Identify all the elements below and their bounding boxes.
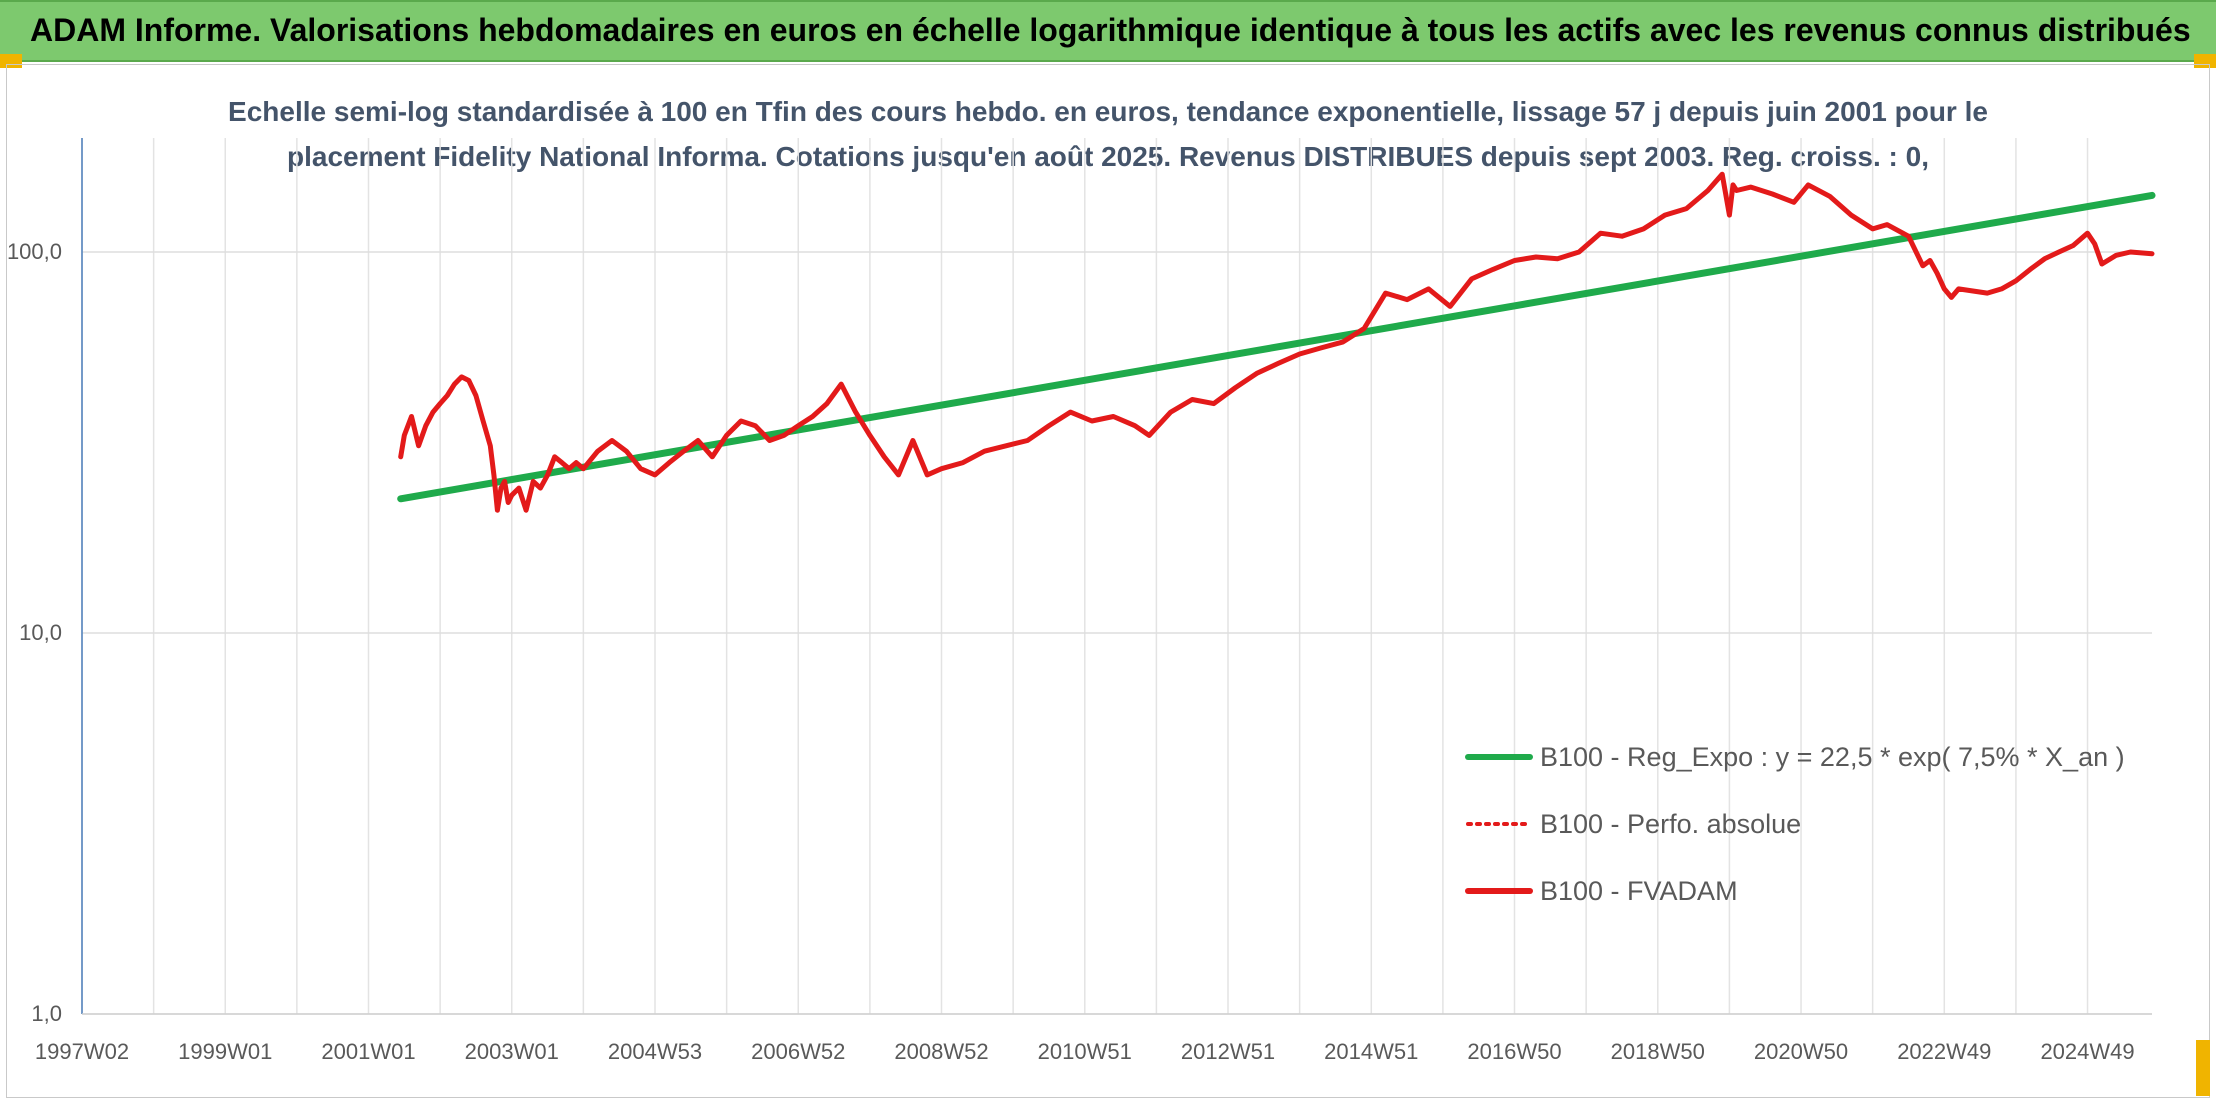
legend-label: B100 - Perfo. absolue bbox=[1540, 809, 1801, 839]
chart-frame bbox=[6, 64, 2210, 1098]
x-tick-label: 2008W52 bbox=[894, 1039, 988, 1064]
x-tick-label: 2024W49 bbox=[2040, 1039, 2134, 1064]
x-tick-label: 2022W49 bbox=[1897, 1039, 1991, 1064]
legend: B100 - Reg_Expo : y = 22,5 * exp( 7,5% *… bbox=[1465, 742, 2125, 906]
series-line-2 bbox=[398, 171, 2155, 513]
plot-area bbox=[397, 171, 2156, 513]
chart-subtitle-line-1: Echelle semi-log standardisée à 100 en T… bbox=[228, 96, 1988, 127]
corner-mark-bottom-right bbox=[2196, 1040, 2210, 1096]
x-tick-label: 1999W01 bbox=[178, 1039, 272, 1064]
x-tick-label: 2012W51 bbox=[1181, 1039, 1275, 1064]
x-tick-label: 2001W01 bbox=[321, 1039, 415, 1064]
header-banner: ADAM Informe. Valorisations hebdomadaire… bbox=[0, 0, 2216, 62]
x-tick-label: 2010W51 bbox=[1038, 1039, 1132, 1064]
x-tick-label: 1997W02 bbox=[35, 1039, 129, 1064]
banner-title: ADAM Informe. Valorisations hebdomadaire… bbox=[30, 12, 2191, 48]
y-tick-label: 1,0 bbox=[31, 1001, 62, 1026]
legend-label: B100 - FVADAM bbox=[1540, 876, 1738, 906]
chart-subtitle-line-2: placement Fidelity National Informa. Cot… bbox=[287, 141, 1929, 172]
x-tick-label: 2004W53 bbox=[608, 1039, 702, 1064]
x-tick-label: 2020W50 bbox=[1754, 1039, 1848, 1064]
tick-labels: 1,0 10,0 100,0 1997W02 1999W01 2001W01 2003W01… bbox=[7, 239, 2135, 1064]
x-tick-label: 2014W51 bbox=[1324, 1039, 1418, 1064]
legend-label: B100 - Reg_Expo : y = 22,5 * exp( 7,5% *… bbox=[1540, 742, 2125, 772]
grid-lines bbox=[81, 138, 2152, 1015]
x-tick-label: 2006W52 bbox=[751, 1039, 845, 1064]
y-tick-label: 10,0 bbox=[19, 620, 62, 645]
x-tick-label: 2018W50 bbox=[1611, 1039, 1705, 1064]
y-tick-label: 100,0 bbox=[7, 239, 62, 264]
x-tick-label: 2016W50 bbox=[1467, 1039, 1561, 1064]
series-line-0 bbox=[397, 191, 2156, 503]
x-tick-label: 2003W01 bbox=[465, 1039, 559, 1064]
axes bbox=[81, 138, 2152, 1015]
